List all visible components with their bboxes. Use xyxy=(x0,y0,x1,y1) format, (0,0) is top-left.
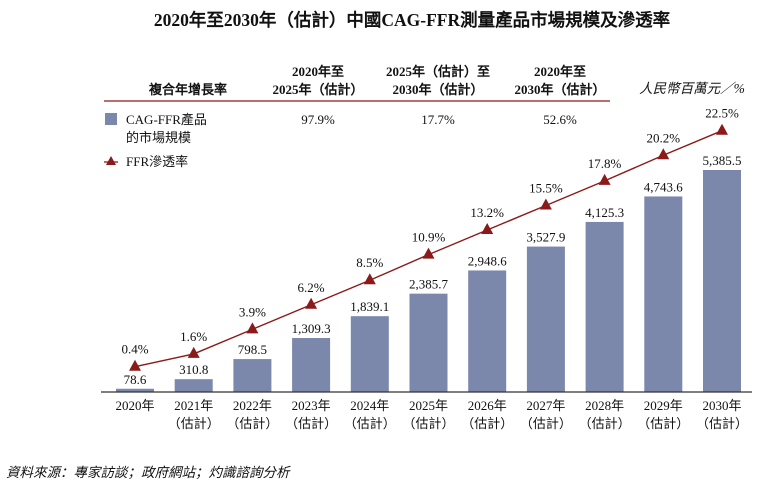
penetration-value-label: 1.6% xyxy=(180,329,207,344)
bar xyxy=(292,338,331,392)
bar-value-label: 3,527.9 xyxy=(526,230,565,245)
penetration-value-label: 6.2% xyxy=(298,280,325,295)
bar-value-label: 2,948.6 xyxy=(468,253,508,268)
cagr-col1-value: 97.9% xyxy=(301,112,335,127)
bar xyxy=(585,221,624,392)
bar-value-label: 1,309.3 xyxy=(292,321,331,336)
source-note: 資料來源：專家訪談；政府網站；灼識諮詢分析 xyxy=(6,465,291,480)
penetration-value-label: 20.2% xyxy=(647,130,681,145)
bar xyxy=(468,270,507,392)
penetration-marker xyxy=(129,359,141,371)
x-tick-label: 2022年 xyxy=(233,398,272,413)
x-tick-sublabel: （估計） xyxy=(168,416,220,431)
bar-value-label: 5,385.5 xyxy=(703,153,742,168)
penetration-marker xyxy=(246,322,259,334)
cagr-col2-line2: 2030年（估計） xyxy=(392,82,483,97)
penetration-value-label: 8.5% xyxy=(356,255,383,270)
cagr-row-header: 複合年增長率 xyxy=(148,82,227,97)
x-tick-label: 2020年 xyxy=(115,398,154,413)
legend-line-label: FFR滲透率 xyxy=(126,154,188,169)
x-tick-sublabel: （估計） xyxy=(226,416,278,431)
cagr-col3-value: 52.6% xyxy=(543,112,577,127)
bar-value-label: 1,839.1 xyxy=(350,299,389,314)
penetration-value-label: 0.4% xyxy=(121,342,148,357)
x-tick-sublabel: （估計） xyxy=(637,416,689,431)
cagr-col3-line1: 2020年至 xyxy=(534,64,586,79)
cagr-col2-value: 17.7% xyxy=(421,112,455,127)
x-tick-label: 2021年 xyxy=(174,398,213,413)
penetration-value-label: 13.2% xyxy=(470,205,504,220)
bar xyxy=(116,388,154,392)
x-tick-label: 2029年 xyxy=(644,398,683,413)
bar-value-label: 4,743.6 xyxy=(644,179,684,194)
x-tick-label: 2028年 xyxy=(585,398,624,413)
chart-title: 2020年至2030年（估計）中國CAG-FFR測量產品市場規模及滲透率 xyxy=(154,10,670,30)
x-tick-label: 2025年 xyxy=(409,398,448,413)
bar xyxy=(703,170,741,392)
bar xyxy=(644,196,683,392)
penetration-value-label: 3.9% xyxy=(239,304,266,319)
penetration-value-label: 22.5% xyxy=(705,106,739,121)
bar-value-label: 798.5 xyxy=(238,342,267,357)
x-tick-sublabel: （估計） xyxy=(402,416,454,431)
x-tick-sublabel: （估計） xyxy=(520,416,572,431)
bar-value-label: 2,385.7 xyxy=(409,277,449,292)
penetration-value-label: 10.9% xyxy=(412,230,446,245)
x-tick-sublabel: （估計） xyxy=(696,416,748,431)
x-tick-sublabel: （估計） xyxy=(461,416,513,431)
x-tick-sublabel: （估計） xyxy=(285,416,337,431)
legend-bar-label-2: 的市場規模 xyxy=(126,130,191,145)
bar-value-label: 78.6 xyxy=(124,372,147,387)
bar-value-label: 4,125.3 xyxy=(585,205,624,220)
penetration-marker xyxy=(481,223,494,235)
bar xyxy=(174,379,213,392)
penetration-value-label: 17.8% xyxy=(588,156,622,171)
x-tick-label: 2024年 xyxy=(350,398,389,413)
bar xyxy=(526,246,565,392)
penetration-value-label: 15.5% xyxy=(529,180,563,195)
bar xyxy=(350,316,389,392)
x-tick-sublabel: （估計） xyxy=(579,416,631,431)
cagr-col2-line1: 2025年（估計）至 xyxy=(386,64,490,79)
penetration-marker xyxy=(716,123,728,135)
legend-triangle-icon xyxy=(106,156,116,165)
penetration-marker xyxy=(187,346,200,358)
penetration-marker xyxy=(422,247,435,259)
cagr-col3-line2: 2030年（估計） xyxy=(514,82,605,97)
penetration-marker xyxy=(598,173,611,185)
cagr-col1-line2: 2025年（估計） xyxy=(272,82,363,97)
legend-bar-label-1: CAG-FFR產品 xyxy=(126,112,207,127)
penetration-marker xyxy=(305,297,318,309)
unit-label: 人民幣百萬元／% xyxy=(639,81,745,96)
penetration-marker xyxy=(657,148,670,160)
x-tick-label: 2023年 xyxy=(292,398,331,413)
x-tick-label: 2030年 xyxy=(702,398,741,413)
bar-value-label: 310.8 xyxy=(179,362,208,377)
x-tick-label: 2027年 xyxy=(526,398,565,413)
bar xyxy=(409,293,448,392)
penetration-marker xyxy=(363,273,376,285)
x-tick-sublabel: （估計） xyxy=(344,416,396,431)
bar xyxy=(233,359,272,392)
cagr-col1-line1: 2020年至 xyxy=(292,64,344,79)
x-tick-label: 2026年 xyxy=(468,398,507,413)
penetration-marker xyxy=(539,198,552,210)
legend-bar-swatch xyxy=(105,113,117,125)
